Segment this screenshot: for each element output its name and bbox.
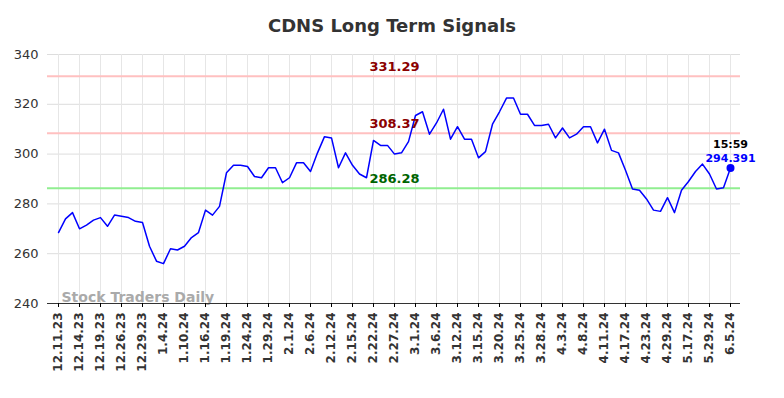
svg-text:1.10.24: 1.10.24 [177,313,191,364]
svg-text:1.29.24: 1.29.24 [261,313,275,364]
svg-text:3.1.24: 3.1.24 [408,313,422,356]
svg-text:2.1.24: 2.1.24 [282,313,296,356]
svg-text:4.3.24: 4.3.24 [555,313,569,356]
svg-text:12.29.23: 12.29.23 [135,313,149,372]
html-text:CDNS Long Term Signals: CDNS Long Term Signals [267,15,516,36]
svg-text:280: 280 [14,196,39,211]
svg-text:Stock Traders Daily: Stock Traders Daily [62,289,215,305]
svg-text:260: 260 [14,246,39,261]
svg-text:4.8.24: 4.8.24 [576,313,590,356]
svg-text:12.14.23: 12.14.23 [72,313,86,372]
svg-text:3.12.24: 3.12.24 [450,313,464,364]
svg-text:1.4.24: 1.4.24 [156,313,170,356]
svg-text:4.29.24: 4.29.24 [660,313,674,364]
svg-text:2.12.24: 2.12.24 [324,313,338,364]
svg-text:286.28: 286.28 [369,171,419,186]
svg-text:340: 340 [14,47,39,62]
svg-text:1.19.24: 1.19.24 [219,313,233,364]
svg-text:12.19.23: 12.19.23 [93,313,107,372]
svg-text:308.37: 308.37 [369,116,419,131]
svg-text:2.6.24: 2.6.24 [303,313,317,356]
svg-text:5.17.24: 5.17.24 [681,313,695,364]
svg-text:3.28.24: 3.28.24 [534,313,548,364]
svg-text:3.15.24: 3.15.24 [471,313,485,364]
svg-text:3.25.24: 3.25.24 [513,313,527,364]
svg-text:6.5.24: 6.5.24 [723,313,737,356]
svg-text:294.391: 294.391 [705,152,755,165]
svg-text:4.23.24: 4.23.24 [639,313,653,364]
svg-text:3.6.24: 3.6.24 [429,313,443,356]
svg-text:12.26.23: 12.26.23 [114,313,128,372]
svg-text:2.27.24: 2.27.24 [387,313,401,364]
svg-text:12.11.23: 12.11.23 [51,313,65,372]
svg-text:1.24.24: 1.24.24 [240,313,254,364]
svg-text:1.16.24: 1.16.24 [198,313,212,364]
svg-text:240: 240 [14,296,39,311]
svg-text:4.11.24: 4.11.24 [597,313,611,364]
svg-text:2.15.24: 2.15.24 [345,313,359,364]
svg-text:3.20.24: 3.20.24 [492,313,506,364]
svg-text:320: 320 [14,96,39,111]
svg-text:331.29: 331.29 [369,59,419,74]
svg-text:5.29.24: 5.29.24 [702,313,716,364]
svg-text:300: 300 [14,146,39,161]
svg-text:15:59: 15:59 [713,138,748,151]
svg-text:4.17.24: 4.17.24 [618,313,632,364]
svg-text:2.22.24: 2.22.24 [366,313,380,364]
